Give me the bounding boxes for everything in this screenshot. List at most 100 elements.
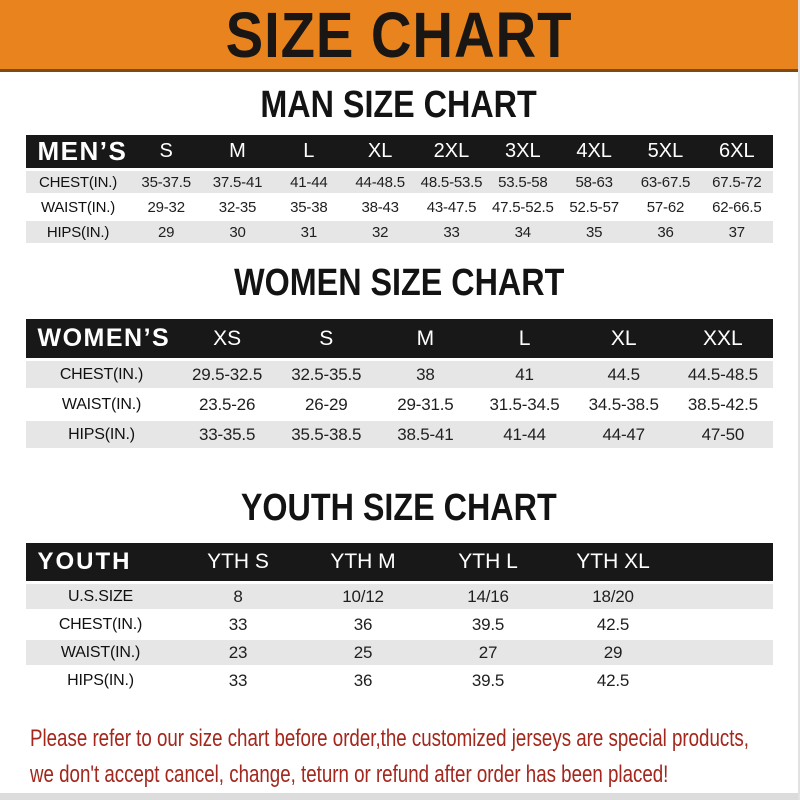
size-value-cell: 36 <box>300 612 426 637</box>
size-column-header: XL <box>344 135 416 168</box>
women-section-title: WOMEN SIZE CHART <box>0 264 798 302</box>
size-value-cell: 33-35.5 <box>177 421 277 448</box>
size-column-header: L <box>474 319 575 358</box>
measurement-row: HIPS(IN.) 29 30 31 32 33 34 35 36 37 <box>25 221 773 243</box>
size-value-cell: 44-48.5 <box>344 171 416 193</box>
size-value-cell: 32.5-35.5 <box>276 361 376 388</box>
size-value-cell: 29-31.5 <box>375 391 475 418</box>
size-value-cell: 27 <box>425 640 551 665</box>
measurement-row: WAIST(IN.) 23.5-26 26-29 29-31.5 31.5-34.5 34… <box>25 391 773 418</box>
bottom-edge-strip <box>0 793 798 800</box>
size-value-cell: 57-62 <box>629 196 702 218</box>
section-men: MAN SIZE CHART MEN’S S M L XL 2XL 3XL 4XL 5XL 6XL… <box>0 86 798 246</box>
men-size-table: MEN’S S M L XL 2XL 3XL 4XL 5XL 6XL CHEST(IN.) 35-37… <box>25 132 773 246</box>
size-value-cell: 8 <box>175 584 301 609</box>
youth-section-title: YOUTH SIZE CHART <box>0 489 798 527</box>
size-value-cell: 37 <box>701 221 773 243</box>
size-value-cell: 33 <box>175 612 301 637</box>
row-filler-cell <box>675 640 773 665</box>
size-column-header: 3XL <box>487 135 559 168</box>
banner-title: SIZE CHART <box>225 0 573 71</box>
size-value-cell: 10/12 <box>300 584 426 609</box>
size-value-cell: 41-44 <box>273 171 345 193</box>
row-label: HIPS(IN.) <box>25 668 176 693</box>
size-value-cell: 25 <box>300 640 426 665</box>
size-value-cell: 67.5-72 <box>701 171 773 193</box>
size-value-cell: 62-66.5 <box>701 196 773 218</box>
women-section-title-text: WOMEN SIZE CHART <box>233 262 565 304</box>
size-value-cell: 31.5-34.5 <box>474 391 575 418</box>
size-value-cell: 36 <box>629 221 702 243</box>
size-value-cell: 32-35 <box>201 196 274 218</box>
size-value-cell: 35-38 <box>273 196 345 218</box>
row-label: WAIST(IN.) <box>25 640 176 665</box>
disclaimer-line-2: we don't accept cancel, change, teturn o… <box>30 758 798 794</box>
size-value-cell: 44-47 <box>574 421 674 448</box>
size-column-header: 2XL <box>415 135 488 168</box>
measurement-row: WAIST(IN.) 23 25 27 29 <box>25 640 773 665</box>
row-label: U.S.SIZE <box>25 584 176 609</box>
disclaimer-line-1-text: Please refer to our size chart before or… <box>30 725 750 752</box>
section-youth: YOUTH SIZE CHART YOUTH YTH S YTH M YTH L YTH… <box>0 489 798 696</box>
table-header-label: MEN’S <box>25 135 131 168</box>
row-label: WAIST(IN.) <box>25 391 178 418</box>
row-label: HIPS(IN.) <box>25 421 178 448</box>
measurement-row: CHEST(IN.) 35-37.5 37.5-41 41-44 44-48.5 48.5… <box>25 171 773 193</box>
size-value-cell: 44.5 <box>574 361 674 388</box>
size-column-header: S <box>130 135 202 168</box>
row-filler-cell <box>675 584 773 609</box>
women-size-table: WOMEN’S XS S M L XL XXL CHEST(IN.) 29.5-32.5 32.5… <box>25 316 773 451</box>
measurement-row: U.S.SIZE 8 10/12 14/16 18/20 <box>25 584 773 609</box>
disclaimer-line-2-text: we don't accept cancel, change, teturn o… <box>30 761 669 788</box>
size-table-header-row: WOMEN’S XS S M L XL XXL <box>25 319 773 358</box>
size-value-cell: 43-47.5 <box>415 196 488 218</box>
size-value-cell: 35-37.5 <box>130 171 202 193</box>
row-label: CHEST(IN.) <box>25 612 176 637</box>
size-value-cell: 44.5-48.5 <box>673 361 773 388</box>
size-value-cell: 32 <box>344 221 416 243</box>
size-value-cell: 47-50 <box>673 421 773 448</box>
size-value-cell: 26-29 <box>276 391 376 418</box>
size-value-cell: 36 <box>300 668 426 693</box>
size-column-header: XL <box>574 319 674 358</box>
size-column-header: YTH S <box>175 543 301 581</box>
measurement-row: HIPS(IN.) 33 36 39.5 42.5 <box>25 668 773 693</box>
size-value-cell: 39.5 <box>425 612 551 637</box>
size-column-header: XS <box>177 319 277 358</box>
size-column-header: YTH M <box>300 543 426 581</box>
size-value-cell: 63-67.5 <box>629 171 702 193</box>
disclaimer-line-1: Please refer to our size chart before or… <box>30 722 798 758</box>
size-value-cell: 39.5 <box>425 668 551 693</box>
row-label: HIPS(IN.) <box>25 221 131 243</box>
size-value-cell: 33 <box>415 221 488 243</box>
size-column-header: XXL <box>673 319 773 358</box>
size-column-header: YTH L <box>425 543 551 581</box>
size-column-header: M <box>375 319 475 358</box>
size-value-cell: 33 <box>175 668 301 693</box>
measurement-row: CHEST(IN.) 33 36 39.5 42.5 <box>25 612 773 637</box>
table-header-label: YOUTH <box>25 543 176 581</box>
size-value-cell: 29-32 <box>130 196 202 218</box>
size-column-header: YTH XL <box>550 543 676 581</box>
size-value-cell: 38.5-41 <box>375 421 475 448</box>
size-value-cell: 37.5-41 <box>201 171 274 193</box>
size-value-cell: 53.5-58 <box>487 171 559 193</box>
row-filler-cell <box>675 612 773 637</box>
section-women: WOMEN SIZE CHART WOMEN’S XS S M L XL XXL CHEST(… <box>0 264 798 451</box>
size-value-cell: 29.5-32.5 <box>177 361 277 388</box>
size-value-cell: 23.5-26 <box>177 391 277 418</box>
youth-size-table: YOUTH YTH S YTH M YTH L YTH XL U.S.SIZE 8 10/12… <box>25 540 773 696</box>
size-value-cell: 31 <box>273 221 345 243</box>
size-value-cell: 29 <box>130 221 202 243</box>
size-value-cell: 42.5 <box>550 668 676 693</box>
measurement-row: CHEST(IN.) 29.5-32.5 32.5-35.5 38 41 44.5 44.5… <box>25 361 773 388</box>
header-filler-cell <box>675 543 773 581</box>
youth-section-title-text: YOUTH SIZE CHART <box>241 487 557 529</box>
size-value-cell: 14/16 <box>425 584 551 609</box>
row-label: CHEST(IN.) <box>25 171 131 193</box>
size-value-cell: 58-63 <box>558 171 630 193</box>
size-value-cell: 47.5-52.5 <box>487 196 559 218</box>
measurement-row: HIPS(IN.) 33-35.5 35.5-38.5 38.5-41 41-44 44-… <box>25 421 773 448</box>
size-value-cell: 34 <box>487 221 559 243</box>
